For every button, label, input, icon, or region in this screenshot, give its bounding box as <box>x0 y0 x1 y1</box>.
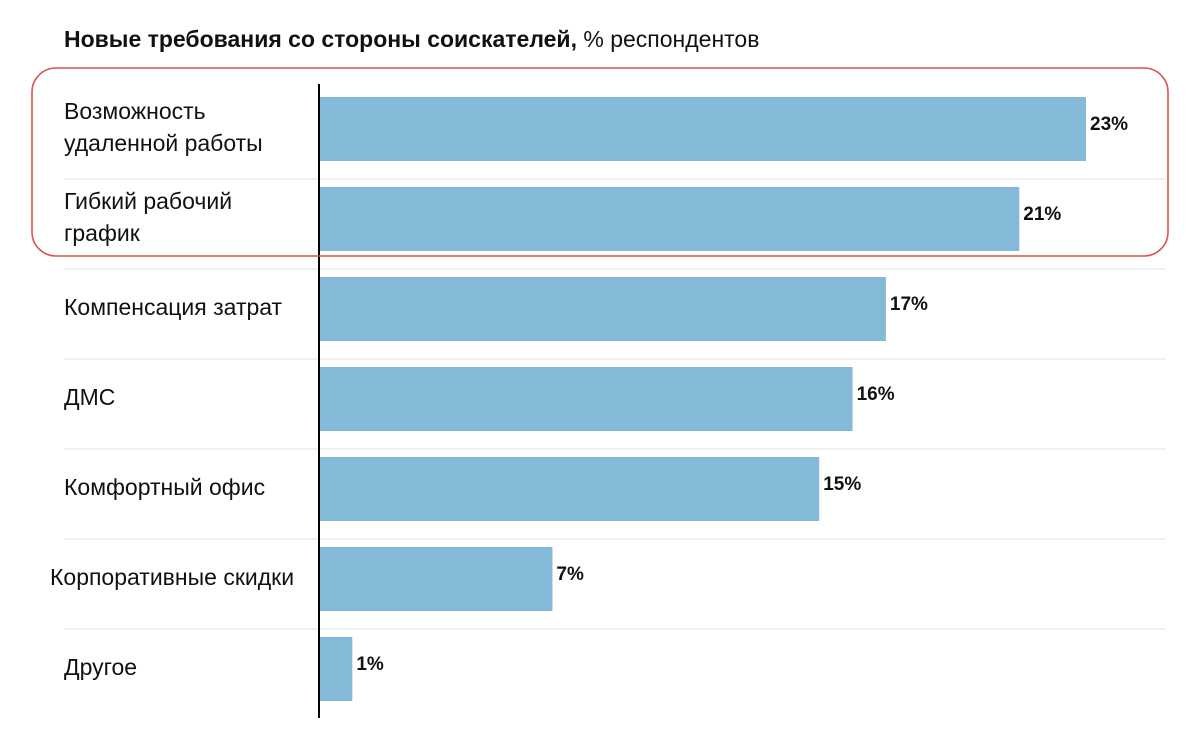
category-label-1: Возможность удаленной работы <box>64 98 263 156</box>
highlight-frame <box>31 67 1169 257</box>
bar-3 <box>319 277 886 341</box>
bar-5 <box>319 457 820 521</box>
bar-1 <box>319 97 1086 161</box>
chart-title-main: Новые требования со стороны соискателей, <box>64 26 577 52</box>
value-label-2: 21% <box>1023 204 1061 225</box>
value-label-7: 1% <box>356 654 384 675</box>
value-label-6: 7% <box>556 564 584 585</box>
category-label-4: ДМС <box>64 384 115 410</box>
category-label-2: Гибкий рабочий график <box>64 188 232 246</box>
bar-2 <box>319 187 1020 251</box>
value-label-3: 17% <box>890 294 928 315</box>
bar-4 <box>319 367 853 431</box>
bar-7 <box>319 637 353 701</box>
value-label-4: 16% <box>857 384 895 405</box>
category-label-7: Другое <box>64 654 137 680</box>
chart-title: Новые требования со стороны соискателей,… <box>64 24 759 54</box>
value-label-5: 15% <box>823 474 861 495</box>
category-label-6: Корпоративные скидки <box>50 564 294 590</box>
category-label-3: Компенсация затрат <box>64 294 283 320</box>
value-label-1: 23% <box>1090 114 1128 135</box>
bar-6 <box>319 547 553 611</box>
category-label-5: Комфортный офис <box>64 474 265 500</box>
chart-title-unit: % респондентов <box>583 26 760 52</box>
